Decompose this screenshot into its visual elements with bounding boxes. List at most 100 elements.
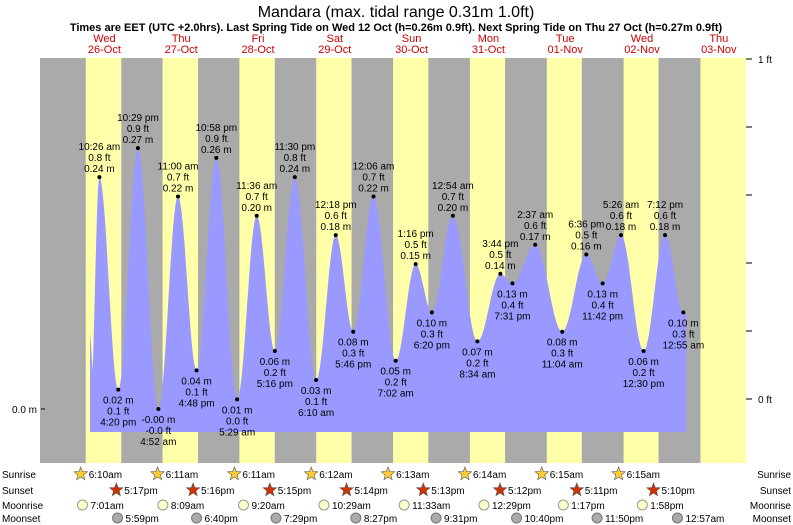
low-tide-point: 0.03 m0.1 ft6:10 am [298, 378, 334, 419]
tide-height-m-label: 0.14 m [485, 261, 516, 272]
tide-height-m-label: 0.02 m [103, 396, 134, 407]
tide-time-label: 8:34 am [459, 369, 495, 380]
day-name: Mon [478, 33, 499, 45]
moonrise-time: 9:20am [251, 501, 284, 512]
sunset-time: 5:10pm [662, 486, 695, 497]
tide-marker [254, 213, 259, 218]
tide-height-m-label: 0.07 m [462, 347, 493, 358]
tide-marker [560, 329, 565, 334]
day-date: 30-Oct [395, 44, 428, 56]
tide-time-label: 10:29 pm [117, 113, 159, 124]
sun-moon-rows: Sunrise Sunrise Sunset Sunset Moonrise Moonri… [2, 466, 792, 525]
moonset-time: 5:59pm [126, 514, 159, 525]
moonset-time: 9:31pm [444, 514, 477, 525]
tide-marker [214, 155, 219, 160]
tide-marker [498, 271, 503, 276]
moonrise-time: 12:29pm [492, 501, 531, 512]
sunset-star-icon [492, 482, 508, 497]
low-tide-point: -0.00 m-0.0 ft4:52 am [140, 407, 176, 448]
row-label-left: Sunrise [2, 470, 36, 481]
tide-marker [681, 310, 686, 315]
tide-height-m-label: 0.01 m [222, 405, 253, 416]
tide-height-m-label: 0.15 m [400, 251, 431, 262]
moonset-time: 8:27pm [364, 514, 397, 525]
moonrise-time: 1:58pm [650, 501, 683, 512]
tide-height-m-label: 0.20 m [438, 203, 469, 214]
tide-height-ft-label: 0.1 ft [305, 397, 327, 408]
sunrise-star-icon [534, 466, 550, 481]
tide-height-m-label: 0.24 m [84, 164, 115, 175]
tide-time-label: 4:48 pm [178, 398, 214, 409]
tide-height-m-label: 0.26 m [201, 145, 232, 156]
moonset-time: 10:40pm [525, 514, 564, 525]
high-tide-point: 10:29 pm0.9 ft0.27 m [117, 113, 159, 151]
tide-time-label: 11:30 pm [274, 142, 315, 153]
tide-height-ft-label: 0.5 ft [405, 240, 427, 251]
tide-height-ft-label: 0.0 ft [226, 416, 248, 427]
day-headers: Wed26-OctThu27-OctFri28-OctSat29-OctSun3… [88, 33, 737, 56]
row-label-left: Moonrise [2, 501, 44, 512]
low-tide-point: 0.08 m0.3 ft5:46 pm [335, 329, 371, 371]
moonrise-time: 8:09am [171, 501, 204, 512]
tide-height-ft-label: 0.6 ft [654, 211, 676, 222]
high-tide-point: 6:36 pm0.5 ft0.16 m [568, 219, 604, 257]
high-tide-point: 1:16 pm0.5 ft0.15 m [398, 229, 434, 267]
day-name: Sun [402, 33, 422, 45]
tide-height-ft-label: 0.1 ft [107, 407, 129, 418]
day-date: 31-Oct [472, 44, 505, 56]
day-date: 28-Oct [241, 44, 274, 56]
high-tide-point: 12:18 pm0.6 ft0.18 m [315, 200, 357, 238]
row-label-right: Moonset [753, 514, 792, 525]
tide-marker [618, 233, 623, 238]
day-name: Thu [709, 33, 728, 45]
moonset-icon [511, 512, 523, 524]
tide-marker [116, 387, 121, 392]
sunset-star-icon [108, 482, 124, 497]
sunrise-time: 6:15am [550, 470, 583, 481]
day-date: 01-Nov [547, 44, 583, 56]
tide-time-label: 7:02 am [378, 389, 414, 400]
high-tide-point: 3:44 pm0.5 ft0.14 m [482, 239, 518, 276]
tide-marker [314, 378, 319, 383]
tide-time-label: 1:16 pm [398, 229, 434, 240]
moonrise-icon [398, 499, 410, 511]
high-tide-point: 12:54 am0.7 ft0.20 m [432, 181, 474, 218]
day-name: Thu [172, 33, 191, 45]
moonset-time: 11:50pm [605, 514, 643, 525]
tide-height-ft-label: 0.4 ft [592, 300, 614, 311]
sunset-time: 5:13pm [431, 486, 464, 497]
tide-area [90, 148, 687, 432]
tide-marker [510, 281, 515, 286]
tide-time-label: 11:00 am [158, 161, 199, 172]
tide-marker [333, 233, 338, 238]
tide-marker [176, 194, 180, 199]
high-tide-point: 11:36 am0.7 ft0.20 m [236, 181, 277, 218]
right-tick-label: 1 ft [758, 55, 772, 66]
tide-curve [90, 148, 687, 432]
sunrise-time: 6:13am [396, 470, 429, 481]
high-tide-point: 10:26 am0.8 ft0.24 m [79, 142, 120, 180]
low-tide-point: 0.04 m0.1 ft4:48 pm [178, 368, 215, 409]
tide-height-m-label: 0.05 m [380, 367, 411, 378]
tide-marker [450, 213, 455, 218]
moonrise-icon [478, 499, 490, 511]
tide-height-m-label: 0.06 m [260, 357, 291, 368]
tide-points: 10:26 am0.8 ft0.24 m0.02 m0.1 ft4:20 pm1… [79, 113, 705, 448]
high-tide-point: 10:58 pm0.9 ft0.26 m [195, 123, 237, 160]
tide-height-ft-label: 0.1 ft [185, 387, 207, 398]
day-name: Fri [252, 33, 265, 45]
day-date: 26-Oct [88, 44, 121, 56]
tide-height-m-label: 0.08 m [338, 338, 369, 349]
tide-height-ft-label: 0.8 ft [88, 153, 110, 164]
tide-height-m-label: 0.18 m [320, 222, 351, 233]
tide-height-m-label: 0.10 m [417, 318, 448, 329]
tide-marker [235, 397, 240, 402]
sunrise-star-icon [457, 466, 473, 481]
sunrise-star-icon [380, 466, 396, 481]
tide-height-m-label: 0.18 m [650, 222, 681, 233]
moonrise-time: 1:17pm [571, 501, 604, 512]
tide-height-ft-label: 0.3 ft [672, 329, 694, 340]
tide-marker [135, 146, 140, 151]
tide-time-label: 2:37 am [517, 210, 553, 221]
day-name: Tue [556, 33, 575, 45]
